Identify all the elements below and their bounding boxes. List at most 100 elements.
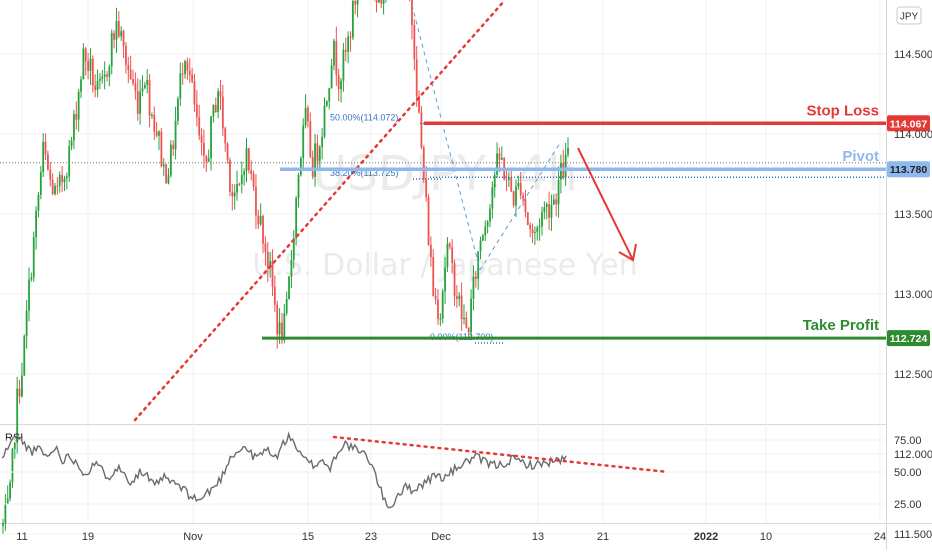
candle-body	[458, 295, 461, 299]
price-tick-label: 112.500	[894, 369, 932, 381]
candle-body	[212, 104, 215, 117]
candle-body	[316, 143, 319, 161]
candle-body	[517, 182, 520, 187]
candle-body	[219, 91, 222, 97]
candle-body	[555, 199, 558, 205]
candle-body	[446, 243, 449, 268]
candle-body	[337, 75, 340, 90]
candle-body	[240, 174, 243, 184]
candle-body	[439, 318, 442, 320]
candle-body	[290, 259, 293, 277]
price-tick-label: 111.500	[894, 529, 932, 541]
candle-body	[318, 147, 321, 161]
candle-body	[552, 199, 555, 205]
price-tick-label: 113.500	[894, 209, 932, 221]
candle-body	[198, 117, 201, 136]
candle-body	[377, 0, 380, 3]
candle-body	[103, 74, 106, 77]
candle-body	[120, 31, 123, 37]
candle-body	[259, 216, 262, 225]
rsi-trendline[interactable]	[332, 435, 670, 474]
candle-body	[285, 298, 288, 314]
stop-loss-label: Stop Loss	[806, 102, 879, 119]
candle-body	[299, 158, 302, 176]
candle-body	[210, 116, 212, 159]
candle-body	[54, 185, 56, 194]
candle-body	[288, 276, 290, 299]
candle-body	[207, 158, 210, 162]
candle-body	[538, 226, 541, 228]
candle-body	[151, 115, 153, 117]
candle-body	[557, 179, 560, 205]
candle-body	[115, 21, 118, 40]
candle-body	[39, 171, 42, 195]
candle-body	[262, 216, 264, 244]
candle-body	[99, 78, 101, 81]
candle-body	[30, 277, 33, 280]
candle-body	[110, 32, 113, 67]
candle-body	[200, 135, 203, 143]
candle-body	[96, 80, 99, 91]
candle-body	[543, 207, 546, 212]
candle-body	[489, 208, 491, 222]
candle-body	[529, 225, 532, 230]
price-levels[interactable]: Stop Loss 114.067 Pivot 113.780 Take Profit 1…	[262, 102, 930, 347]
price-tick-label: 113.000	[894, 289, 932, 301]
price-tick-label: 114.500	[894, 49, 932, 61]
candle-body	[505, 179, 508, 181]
price-axis[interactable]: 114.500 114.000 113.500 113.000 112.500 112.0…	[894, 49, 932, 541]
candle-body	[330, 65, 333, 89]
candle-body	[186, 61, 189, 71]
time-tick-label: 10	[760, 531, 772, 543]
candle-body	[463, 317, 465, 320]
candle-body	[148, 80, 151, 116]
candle-body	[434, 296, 437, 300]
candle-body	[415, 59, 418, 97]
stop-loss-price-tag	[887, 115, 930, 132]
fib-helper-line	[411, 4, 481, 271]
candle-body	[255, 186, 257, 216]
candle-body	[205, 155, 208, 162]
candle-body	[309, 121, 312, 157]
candle-body	[526, 212, 529, 226]
candle-body	[177, 98, 179, 121]
candle-body	[9, 482, 11, 499]
candle-body	[534, 232, 536, 234]
candle-body	[314, 143, 316, 177]
candle-body	[500, 157, 503, 160]
candle-body	[545, 204, 548, 208]
candle-body	[160, 131, 163, 167]
time-tick-label: 11	[16, 531, 27, 543]
candle-body	[65, 176, 68, 179]
candle-body	[75, 113, 78, 120]
candle-body	[233, 192, 236, 197]
candle-body	[548, 204, 550, 218]
candle-body	[25, 310, 28, 337]
candle-body	[172, 144, 175, 150]
candle-body	[418, 96, 420, 113]
candle-body	[427, 197, 430, 245]
take-profit-label: Take Profit	[803, 317, 879, 334]
candle-body	[44, 141, 47, 155]
projection-arrow[interactable]	[577, 147, 637, 262]
fib-level-label: 50.00%(114.072)	[330, 112, 398, 122]
candle-body	[229, 159, 231, 192]
candle-body	[16, 388, 19, 443]
candle-body	[323, 105, 326, 137]
price-tick-label: 114.000	[894, 129, 932, 141]
ascending-trendline[interactable]	[133, 0, 507, 422]
rsi-tick-label: 25.00	[894, 499, 922, 511]
candle-body	[460, 295, 463, 320]
candle-body	[278, 322, 281, 335]
time-tick-label: Nov	[183, 531, 203, 543]
time-axis[interactable]: 11 19 Nov 15 23 Dec 13 21 2022 10 24	[16, 531, 886, 543]
candle-body	[80, 79, 82, 92]
candle-body	[257, 215, 260, 225]
candle-body	[271, 261, 274, 287]
currency-badge-label: JPY	[900, 12, 919, 23]
candle-body	[236, 183, 238, 193]
candle-body	[58, 175, 61, 186]
candle-body	[432, 257, 435, 297]
candle-body	[429, 244, 432, 258]
